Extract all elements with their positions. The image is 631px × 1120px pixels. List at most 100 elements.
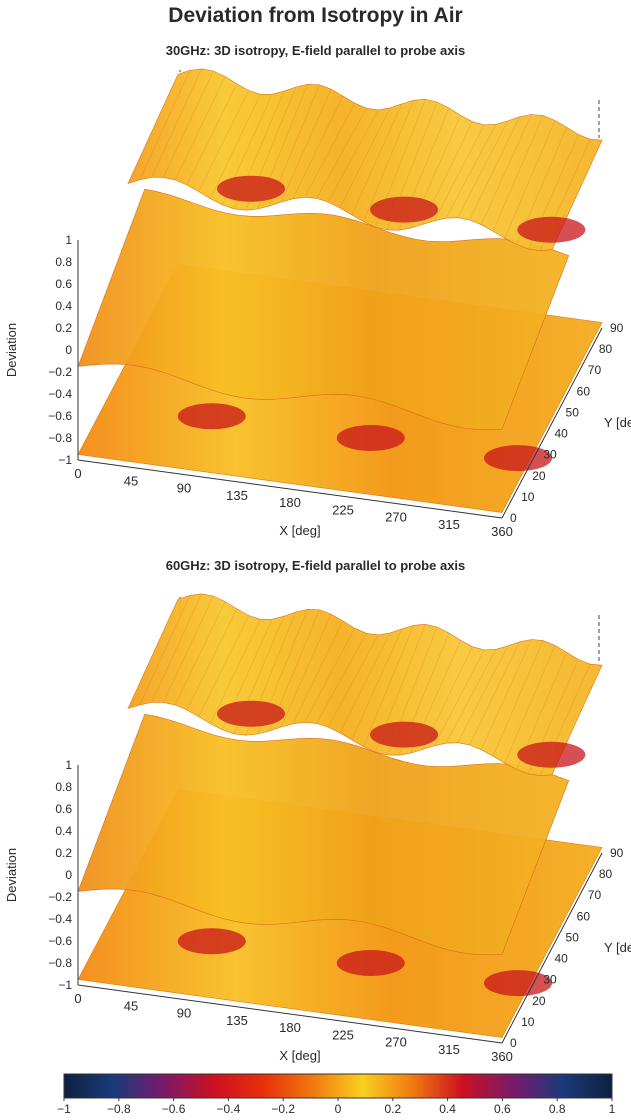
z-tick-label: −1 xyxy=(58,453,72,467)
x-tick-label: 360 xyxy=(491,524,513,539)
colorbar: −1 −0.8 −0.6 −0.4 −0.2 0 0.2 0.4 0.6 0.8 1 xyxy=(57,1073,616,1116)
colorbar-tick-label: 0 xyxy=(335,1102,342,1116)
hotspot-2 xyxy=(484,970,552,997)
x-axis xyxy=(77,459,503,519)
x-tick-label: 270 xyxy=(385,510,407,525)
y-tick-label: 70 xyxy=(588,363,602,377)
plot-60ghz-subtitle: 60GHz: 3D isotropy, E-field parallel to … xyxy=(165,558,466,573)
x-tick-label: 0 xyxy=(74,991,81,1006)
x-tick-label: 45 xyxy=(124,998,138,1013)
z-tick-label: 0.4 xyxy=(55,299,72,313)
z-tick-label: 0.2 xyxy=(55,846,72,860)
hotspot-2 xyxy=(484,445,552,472)
plot-30ghz-subtitle: 30GHz: 3D isotropy, E-field parallel to … xyxy=(165,43,466,58)
colorbar-tick-label: 0.8 xyxy=(549,1102,566,1116)
hotspot-3 xyxy=(217,700,285,727)
x-tick-label: 180 xyxy=(279,495,301,510)
y-tick-label: 60 xyxy=(577,384,591,398)
x-tick-label: 360 xyxy=(491,1049,513,1064)
z-tick-label: 0.8 xyxy=(55,780,72,794)
y-tick-label: 40 xyxy=(554,427,568,441)
x-tick-label: 0 xyxy=(74,466,81,481)
x-tick-label: 90 xyxy=(177,481,191,496)
y-tick-label: 60 xyxy=(577,909,591,923)
x-tick-label: 225 xyxy=(332,502,354,517)
z-tick-label: 1 xyxy=(65,233,72,247)
colorbar-tick-label: 0.4 xyxy=(439,1102,456,1116)
y-tick-label: 0 xyxy=(510,511,517,525)
y-tick-label: 10 xyxy=(521,1015,535,1029)
x-tick-label: 135 xyxy=(226,488,248,503)
z-tick-label: −0.2 xyxy=(48,365,72,379)
colorbar-tick-label: −0.2 xyxy=(271,1102,295,1116)
hotspot-5 xyxy=(517,741,586,768)
surface-top xyxy=(127,593,603,776)
y-axis xyxy=(501,852,603,1044)
y-tick-label: 80 xyxy=(599,342,613,356)
hotspot-3 xyxy=(217,175,285,202)
hotspot-4 xyxy=(370,721,439,748)
z-tick-label: 1 xyxy=(65,758,72,772)
hotspot-4 xyxy=(370,196,439,223)
plot-60ghz: −1 −0.8 −0.6 −0.4 −0.2 0 0.2 0.4 0.6 0.8 1 Deviatio… xyxy=(4,593,631,1064)
colorbar-gradient xyxy=(63,1073,613,1099)
z-tick-label: −0.4 xyxy=(48,912,72,926)
x-tick-label: 90 xyxy=(177,1006,191,1021)
x-axis-label: X [deg] xyxy=(279,1048,320,1063)
z-tick-label: −0.6 xyxy=(48,934,72,948)
page-title: Deviation from Isotropy in Air xyxy=(168,4,463,27)
y-tick-label: 30 xyxy=(543,448,557,462)
hotspot-5 xyxy=(517,216,586,243)
colorbar-tick-label: −0.4 xyxy=(217,1102,241,1116)
y-tick-label: 50 xyxy=(566,405,580,419)
y-tick-label: 40 xyxy=(554,952,568,966)
z-tick-label: −0.4 xyxy=(48,387,72,401)
z-tick-label: 0.6 xyxy=(55,277,72,291)
x-tick-label: 225 xyxy=(332,1027,354,1042)
z-tick-label: −0.8 xyxy=(48,431,72,445)
hotspot-0 xyxy=(177,403,246,430)
x-tick-label: 135 xyxy=(226,1013,248,1028)
plot-30ghz: −1 −0.8 −0.6 −0.4 −0.2 0 0.2 0.4 0.6 0.8 1 Deviatio… xyxy=(4,68,631,539)
x-tick-label: 180 xyxy=(279,1020,301,1035)
z-tick-label: 0.4 xyxy=(55,824,72,838)
y-tick-label: 50 xyxy=(566,930,580,944)
y-axis-label: Y [deg] xyxy=(604,940,631,955)
y-tick-label: 0 xyxy=(510,1036,517,1050)
y-tick-label: 20 xyxy=(532,469,546,483)
surface-top xyxy=(127,68,603,251)
colorbar-tick-label: −0.8 xyxy=(107,1102,131,1116)
y-tick-label: 90 xyxy=(610,846,624,860)
z-tick-label: −0.8 xyxy=(48,956,72,970)
z-tick-label: 0 xyxy=(65,343,72,357)
x-axis xyxy=(77,984,503,1044)
z-axis-label: Deviation xyxy=(4,323,19,377)
y-axis-label: Y [deg] xyxy=(604,415,631,430)
y-tick-label: 30 xyxy=(543,973,557,987)
z-tick-label: −1 xyxy=(58,978,72,992)
z-tick-label: 0.8 xyxy=(55,255,72,269)
colorbar-tick-label: −0.6 xyxy=(162,1102,186,1116)
x-tick-label: 45 xyxy=(124,473,138,488)
colorbar-tick-label: 1 xyxy=(609,1102,616,1116)
colorbar-tick-label: 0.2 xyxy=(384,1102,401,1116)
z-tick-label: 0.6 xyxy=(55,802,72,816)
colorbar-tick-label: −1 xyxy=(57,1102,71,1116)
x-tick-label: 315 xyxy=(438,517,460,532)
y-tick-label: 20 xyxy=(532,994,546,1008)
y-tick-label: 70 xyxy=(588,888,602,902)
x-tick-label: 315 xyxy=(438,1042,460,1057)
x-tick-label: 270 xyxy=(385,1035,407,1050)
z-tick-label: −0.6 xyxy=(48,409,72,423)
z-tick-label: −0.2 xyxy=(48,890,72,904)
y-tick-label: 90 xyxy=(610,321,624,335)
z-tick-label: 0.2 xyxy=(55,321,72,335)
surface-middle xyxy=(77,713,570,956)
hotspot-1 xyxy=(336,949,405,976)
y-tick-label: 10 xyxy=(521,490,535,504)
y-tick-label: 80 xyxy=(599,867,613,881)
y-axis xyxy=(501,327,603,519)
colorbar-tick-label: 0.6 xyxy=(494,1102,511,1116)
surface-middle xyxy=(77,188,570,431)
